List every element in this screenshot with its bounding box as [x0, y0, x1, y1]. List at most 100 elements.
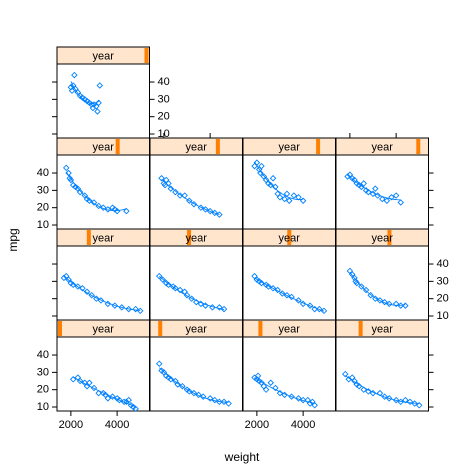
point: [369, 190, 377, 198]
point: [60, 274, 68, 282]
y-tick-label-right: 10: [158, 128, 170, 140]
point: [123, 398, 130, 406]
smooth-line: [254, 161, 304, 200]
point: [267, 379, 274, 386]
smooth-line: [70, 81, 101, 104]
point: [176, 192, 184, 199]
point: [199, 393, 207, 400]
point: [100, 204, 107, 211]
strip-label: year: [279, 141, 301, 153]
point: [274, 286, 281, 294]
point: [295, 297, 302, 304]
x-tick-label: 2000: [59, 419, 83, 431]
panel-frame: [56, 336, 150, 412]
x-tick-label: 4000: [291, 419, 315, 431]
point: [288, 293, 295, 301]
strip-label: year: [93, 232, 115, 244]
point: [63, 164, 70, 172]
strip-label: year: [279, 323, 301, 335]
strip-level-marker: [58, 321, 62, 336]
point: [167, 185, 175, 192]
y-tick-label: 10: [37, 219, 49, 231]
y-tick-label: 10: [37, 401, 49, 413]
point: [96, 82, 104, 89]
point: [316, 305, 323, 313]
point: [220, 398, 228, 406]
strip-label: year: [279, 232, 301, 244]
point: [156, 360, 163, 367]
smooth-line: [65, 171, 127, 212]
panel-frame: [335, 336, 429, 412]
panel-frame: [149, 154, 243, 230]
point: [104, 395, 112, 402]
point: [392, 192, 400, 199]
point: [254, 372, 262, 380]
point: [176, 286, 184, 294]
point: [381, 393, 388, 400]
point: [344, 173, 351, 180]
panel-frame: [56, 245, 150, 321]
point: [385, 300, 393, 308]
y-tick-label: 40: [37, 167, 49, 179]
point: [123, 207, 130, 215]
strip-label: year: [372, 232, 394, 244]
point: [86, 379, 93, 386]
point: [220, 305, 228, 313]
point: [383, 197, 391, 204]
point: [86, 197, 93, 204]
y-tick-label: 40: [37, 349, 49, 361]
point: [392, 396, 400, 404]
point: [381, 298, 388, 306]
strip-level-marker: [115, 139, 120, 154]
point: [83, 288, 91, 295]
point: [90, 199, 98, 206]
y-tick-label-right: 20: [158, 111, 170, 123]
point: [299, 197, 307, 204]
panel-frame: [149, 336, 243, 412]
smooth-line: [254, 277, 325, 312]
point: [190, 200, 198, 208]
strip-level-marker: [215, 139, 220, 154]
point: [367, 291, 374, 299]
point: [195, 391, 202, 399]
strip-label: year: [372, 141, 394, 153]
point: [402, 396, 409, 404]
point: [104, 300, 112, 308]
point: [174, 381, 181, 388]
y-tick-label-right: 20: [437, 293, 449, 305]
point: [69, 281, 77, 289]
point: [269, 174, 277, 182]
point: [211, 396, 218, 404]
point: [281, 195, 288, 203]
point: [369, 389, 377, 397]
point: [397, 199, 404, 206]
point: [186, 388, 193, 395]
point: [132, 305, 139, 313]
point: [299, 300, 307, 308]
point: [206, 395, 214, 402]
point: [156, 272, 163, 280]
point: [358, 283, 365, 290]
point: [262, 386, 270, 393]
point: [272, 384, 279, 392]
point: [125, 396, 132, 404]
point: [265, 283, 272, 290]
strip-label: year: [93, 141, 115, 153]
point: [281, 391, 288, 399]
smooth-line: [63, 275, 141, 311]
point: [258, 279, 265, 287]
point: [172, 188, 179, 196]
strip-label: year: [372, 323, 394, 335]
y-tick-label-right: 40: [158, 76, 170, 88]
strip-level-marker: [258, 321, 263, 336]
strip-label: year: [186, 141, 208, 153]
panel-frame: [335, 245, 429, 321]
panel-frame: [335, 154, 429, 230]
point: [95, 389, 102, 397]
point: [165, 180, 172, 187]
panel-frame: [56, 154, 150, 230]
strip-label: year: [186, 323, 208, 335]
point: [374, 192, 381, 199]
point: [406, 398, 414, 406]
smooth-line: [345, 375, 420, 404]
